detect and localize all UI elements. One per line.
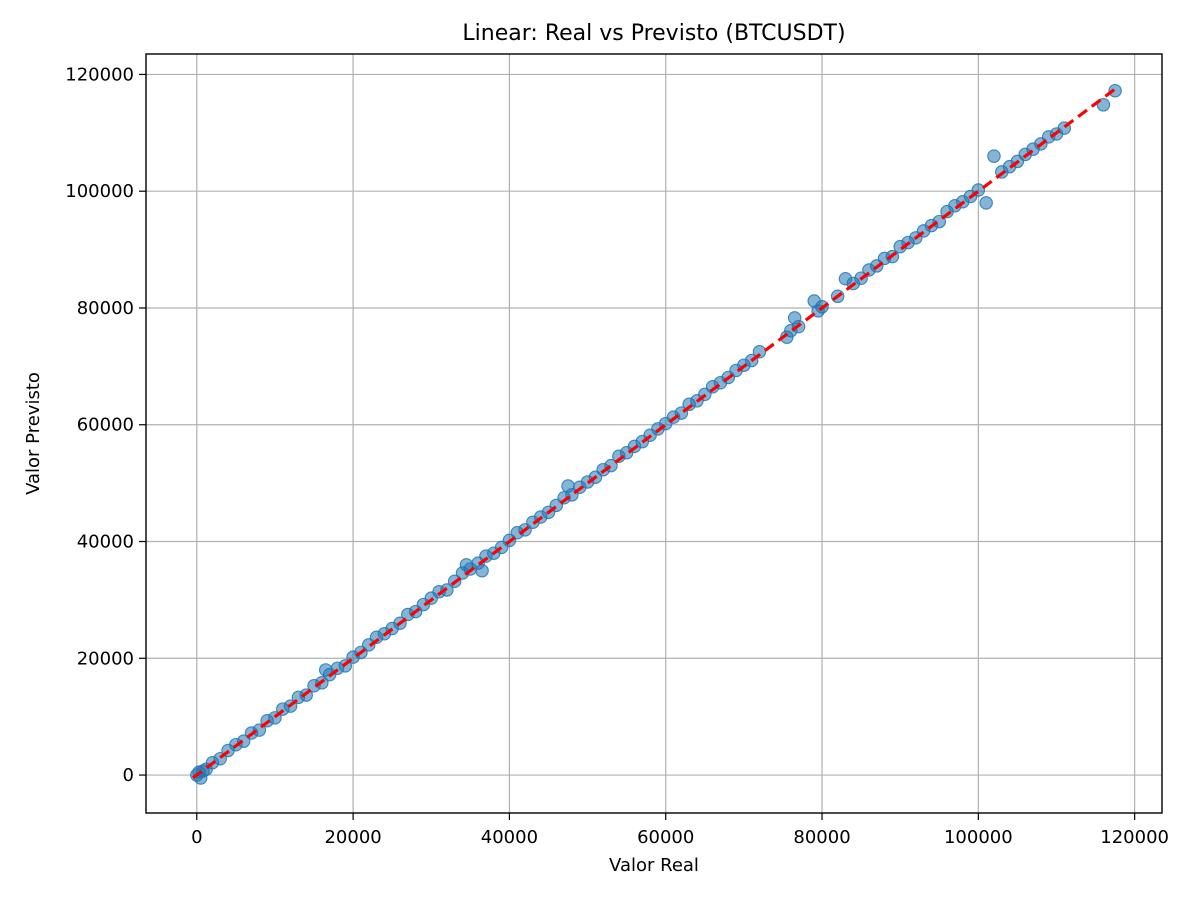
grid-layer xyxy=(146,54,1162,813)
y-tick-label: 80000 xyxy=(77,298,134,319)
x-tick-label: 0 xyxy=(191,827,202,848)
plot-frame xyxy=(145,53,1163,814)
x-axis-label: Valor Real xyxy=(609,855,699,876)
x-tick-label: 80000 xyxy=(793,827,850,848)
y-tick-label: 0 xyxy=(123,765,134,786)
points-layer xyxy=(190,84,1122,785)
y-tick-label: 60000 xyxy=(77,415,134,436)
reference-line xyxy=(191,87,1117,780)
scatter-point xyxy=(752,345,767,359)
y-tick-label: 40000 xyxy=(77,532,134,553)
y-tick-label: 20000 xyxy=(77,648,134,669)
x-tick-label: 100000 xyxy=(944,827,1013,848)
x-tick-label: 40000 xyxy=(481,827,538,848)
reference-line-layer xyxy=(191,87,1117,780)
x-tick-label: 120000 xyxy=(1100,827,1169,848)
y-tick-label: 100000 xyxy=(65,181,134,202)
chart-title: Linear: Real vs Previsto (BTCUSDT) xyxy=(462,21,845,46)
scatter-point xyxy=(987,149,1001,163)
tick-layer: 0 20000 40000 60000 80000 100000 120000 0 20000 4… xyxy=(65,64,1169,848)
x-tick-label: 60000 xyxy=(637,827,694,848)
scatter-point xyxy=(1108,84,1122,98)
scatter-point xyxy=(475,563,489,578)
y-tick-label: 120000 xyxy=(65,64,134,85)
x-tick-label: 20000 xyxy=(324,827,381,848)
y-axis-label: Valor Previsto xyxy=(23,372,44,495)
scatter-point xyxy=(979,196,993,210)
